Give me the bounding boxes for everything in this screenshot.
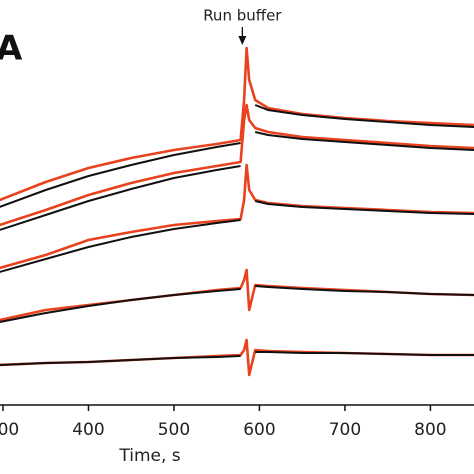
x-tick-label: 700 bbox=[329, 420, 361, 440]
data-line bbox=[0, 285, 474, 323]
data-line bbox=[0, 131, 474, 231]
data-line bbox=[0, 268, 474, 322]
x-axis-label: Time, s bbox=[118, 446, 180, 466]
annotation-arrowhead bbox=[238, 36, 247, 45]
x-tick-label: 300 bbox=[0, 420, 19, 440]
x-tick-label: 600 bbox=[243, 420, 275, 440]
data-line bbox=[0, 351, 474, 366]
x-tick-label: 800 bbox=[414, 420, 446, 440]
panel-label: A bbox=[0, 29, 23, 69]
data-line bbox=[0, 338, 474, 377]
annotation: Run buffer bbox=[203, 7, 282, 25]
x-tick-label: 500 bbox=[158, 420, 190, 440]
data-line bbox=[0, 104, 474, 208]
x-tick-label: 400 bbox=[72, 420, 104, 440]
data-line bbox=[0, 200, 474, 273]
data-line bbox=[0, 103, 474, 227]
